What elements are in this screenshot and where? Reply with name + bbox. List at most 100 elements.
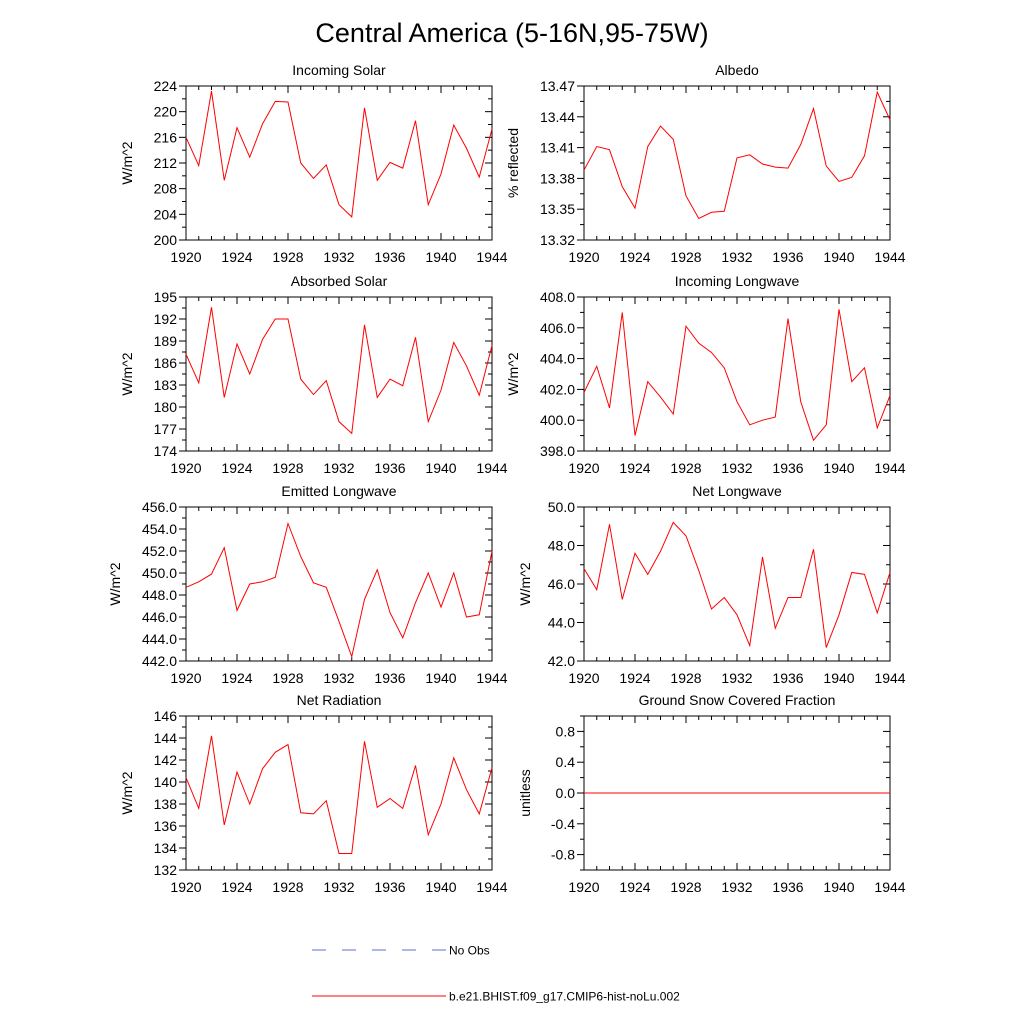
panel-incoming-longwave: 1920 1924 1928 1932 1936 1940 1944 398.0 400.0 40…	[505, 273, 906, 476]
x-tick-label: 1940	[823, 249, 854, 265]
x-tick-label: 1940	[425, 879, 456, 895]
y-tick-label: 13.41	[540, 140, 575, 156]
panel-title: Net Longwave	[692, 483, 782, 499]
legend: No Obs b.e21.BHIST.f09_g17.CMIP6-hist-no…	[312, 944, 680, 1004]
x-tick-label: 1944	[874, 460, 905, 476]
x-tick-label: 1936	[374, 460, 405, 476]
y-tick-label: 46.0	[548, 576, 575, 592]
x-tick-label: 1924	[619, 460, 650, 476]
y-tick-label: 13.38	[540, 170, 575, 186]
y-tick-label: 402.0	[540, 381, 575, 397]
y-axis-label: W/m^2	[505, 352, 521, 395]
x-tick-label: 1932	[721, 249, 752, 265]
panel-emitted-longwave: 1920 1924 1928 1932 1936 1940 1944 442.0 444.0 44…	[107, 483, 508, 686]
series-line-0	[583, 309, 891, 442]
x-tick-label: 1944	[874, 670, 905, 686]
x-tick-label: 1932	[323, 670, 354, 686]
panel-title: Absorbed Solar	[291, 273, 388, 289]
x-tick-label: 1928	[272, 879, 303, 895]
y-axis-label: W/m^2	[107, 562, 123, 605]
x-tick-label: 1936	[772, 670, 803, 686]
legend-item-no-obs: No Obs	[312, 944, 490, 958]
y-tick-label: 42.0	[548, 653, 575, 669]
x-tick-label: 1944	[874, 879, 905, 895]
x-tick-label: 1944	[476, 249, 507, 265]
plot-frame	[185, 85, 493, 241]
x-tick-label: 1936	[374, 670, 405, 686]
x-tick-label: 1932	[721, 879, 752, 895]
x-tick-label: 1924	[619, 879, 650, 895]
y-tick-label: 180	[154, 399, 178, 415]
y-tick-label: 132	[154, 862, 178, 878]
x-tick-label: 1932	[323, 879, 354, 895]
y-tick-label: 204	[154, 206, 178, 222]
y-tick-label: 450.0	[142, 565, 177, 581]
y-tick-label: 404.0	[540, 351, 575, 367]
legend-item-model-run: b.e21.BHIST.f09_g17.CMIP6-hist-noLu.002	[312, 990, 680, 1004]
plot-frame	[583, 296, 891, 452]
panels: 1920 1924 1928 1932 1936 1940 1944 200 204 208 212…	[107, 62, 906, 895]
x-tick-label: 1924	[221, 460, 252, 476]
x-tick-label: 1928	[272, 460, 303, 476]
x-tick-label: 1924	[619, 670, 650, 686]
y-tick-label: 48.0	[548, 538, 575, 554]
y-tick-label: 408.0	[540, 289, 575, 305]
y-tick-label: 406.0	[540, 320, 575, 336]
y-tick-label: 50.0	[548, 499, 575, 515]
x-tick-label: 1944	[476, 879, 507, 895]
series-line-0	[185, 521, 493, 659]
x-tick-label: 1928	[670, 879, 701, 895]
y-tick-label: 13.47	[540, 78, 575, 94]
panel-albedo: 1920 1924 1928 1932 1936 1940 1944 13.32 13.35 13…	[505, 62, 906, 265]
plot-frame	[583, 85, 891, 241]
panel-net-longwave: 1920 1924 1928 1932 1936 1940 1944 42.0 44.0 46.0…	[517, 483, 906, 686]
y-tick-label: 134	[154, 840, 178, 856]
panel-title: Ground Snow Covered Fraction	[639, 692, 836, 708]
y-tick-label: 456.0	[142, 499, 177, 515]
x-tick-label: 1940	[425, 460, 456, 476]
legend-label-no-obs: No Obs	[449, 944, 490, 958]
series-line-0	[583, 90, 891, 220]
y-tick-label: 220	[154, 104, 178, 120]
y-tick-label: 140	[154, 774, 178, 790]
y-tick-label: 44.0	[548, 615, 575, 631]
x-tick-label: 1944	[874, 249, 905, 265]
series-line-0	[185, 735, 493, 854]
legend-label-model-run: b.e21.BHIST.f09_g17.CMIP6-hist-noLu.002	[449, 990, 680, 1004]
series-line-0	[583, 521, 891, 648]
y-tick-label: 13.35	[540, 201, 575, 217]
y-tick-label: 224	[154, 78, 178, 94]
y-tick-label: 216	[154, 129, 178, 145]
y-tick-label: 212	[154, 155, 178, 171]
x-tick-label: 1940	[425, 670, 456, 686]
x-tick-label: 1936	[772, 460, 803, 476]
panel-ground-snow-covered-fraction: 1920 1924 1928 1932 1936 1940 1944 -0.8 -0.4 0.0 0…	[517, 692, 906, 895]
y-tick-label: 174	[154, 443, 178, 459]
y-tick-label: 186	[154, 355, 178, 371]
y-tick-label: 444.0	[142, 631, 177, 647]
series-line-0	[185, 91, 493, 218]
y-tick-label: 0.0	[556, 785, 576, 801]
y-axis-label: W/m^2	[119, 771, 135, 814]
y-tick-label: 13.44	[540, 109, 575, 125]
x-tick-label: 1920	[170, 460, 201, 476]
y-tick-label: 398.0	[540, 443, 575, 459]
panel-net-radiation: 1920 1924 1928 1932 1936 1940 1944 132 134 136 138…	[119, 692, 508, 895]
x-tick-label: 1936	[772, 879, 803, 895]
y-tick-label: -0.4	[551, 816, 575, 832]
x-tick-label: 1932	[323, 249, 354, 265]
x-tick-label: 1920	[568, 670, 599, 686]
y-axis-label: unitless	[517, 769, 533, 816]
x-tick-label: 1920	[170, 670, 201, 686]
y-tick-label: 195	[154, 289, 178, 305]
x-tick-label: 1928	[272, 670, 303, 686]
y-tick-label: 0.8	[556, 723, 576, 739]
x-tick-label: 1928	[670, 249, 701, 265]
x-tick-label: 1924	[221, 670, 252, 686]
x-tick-label: 1936	[772, 249, 803, 265]
plot-frame	[185, 296, 493, 452]
y-axis-label: W/m^2	[119, 141, 135, 184]
panel-incoming-solar: 1920 1924 1928 1932 1936 1940 1944 200 204 208 212…	[119, 62, 508, 265]
y-tick-label: 142	[154, 752, 178, 768]
